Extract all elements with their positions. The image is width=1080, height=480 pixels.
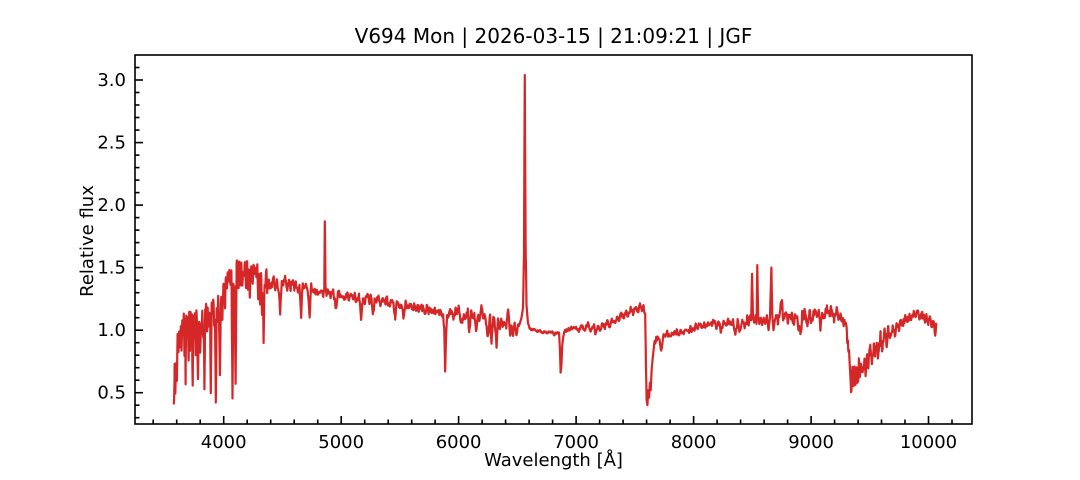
x-axis-label: Wavelength [Å] [484,450,623,471]
x-tick-label: 8000 [671,432,717,453]
x-tick-label: 6000 [436,432,482,453]
y-tick-label: 1.5 [97,258,126,279]
spectrum-line [172,73,938,407]
x-tick-label: 10000 [900,432,957,453]
chart-title: V694 Mon | 2026-03-15 | 21:09:21 | JGF [354,24,753,48]
axes-frame [134,54,973,425]
x-tick-label: 7000 [553,432,599,453]
x-tick-label: 5000 [318,432,364,453]
y-tick-label: 1.0 [97,320,126,341]
x-tick-label: 4000 [201,432,247,453]
x-tick-label: 9000 [788,432,834,453]
y-tick-label: 2.0 [97,195,126,216]
y-axis-label: Relative flux [77,185,98,297]
y-tick-label: 2.5 [97,133,126,154]
y-tick-label: 0.5 [97,383,126,404]
y-tick-label: 3.0 [97,70,126,91]
